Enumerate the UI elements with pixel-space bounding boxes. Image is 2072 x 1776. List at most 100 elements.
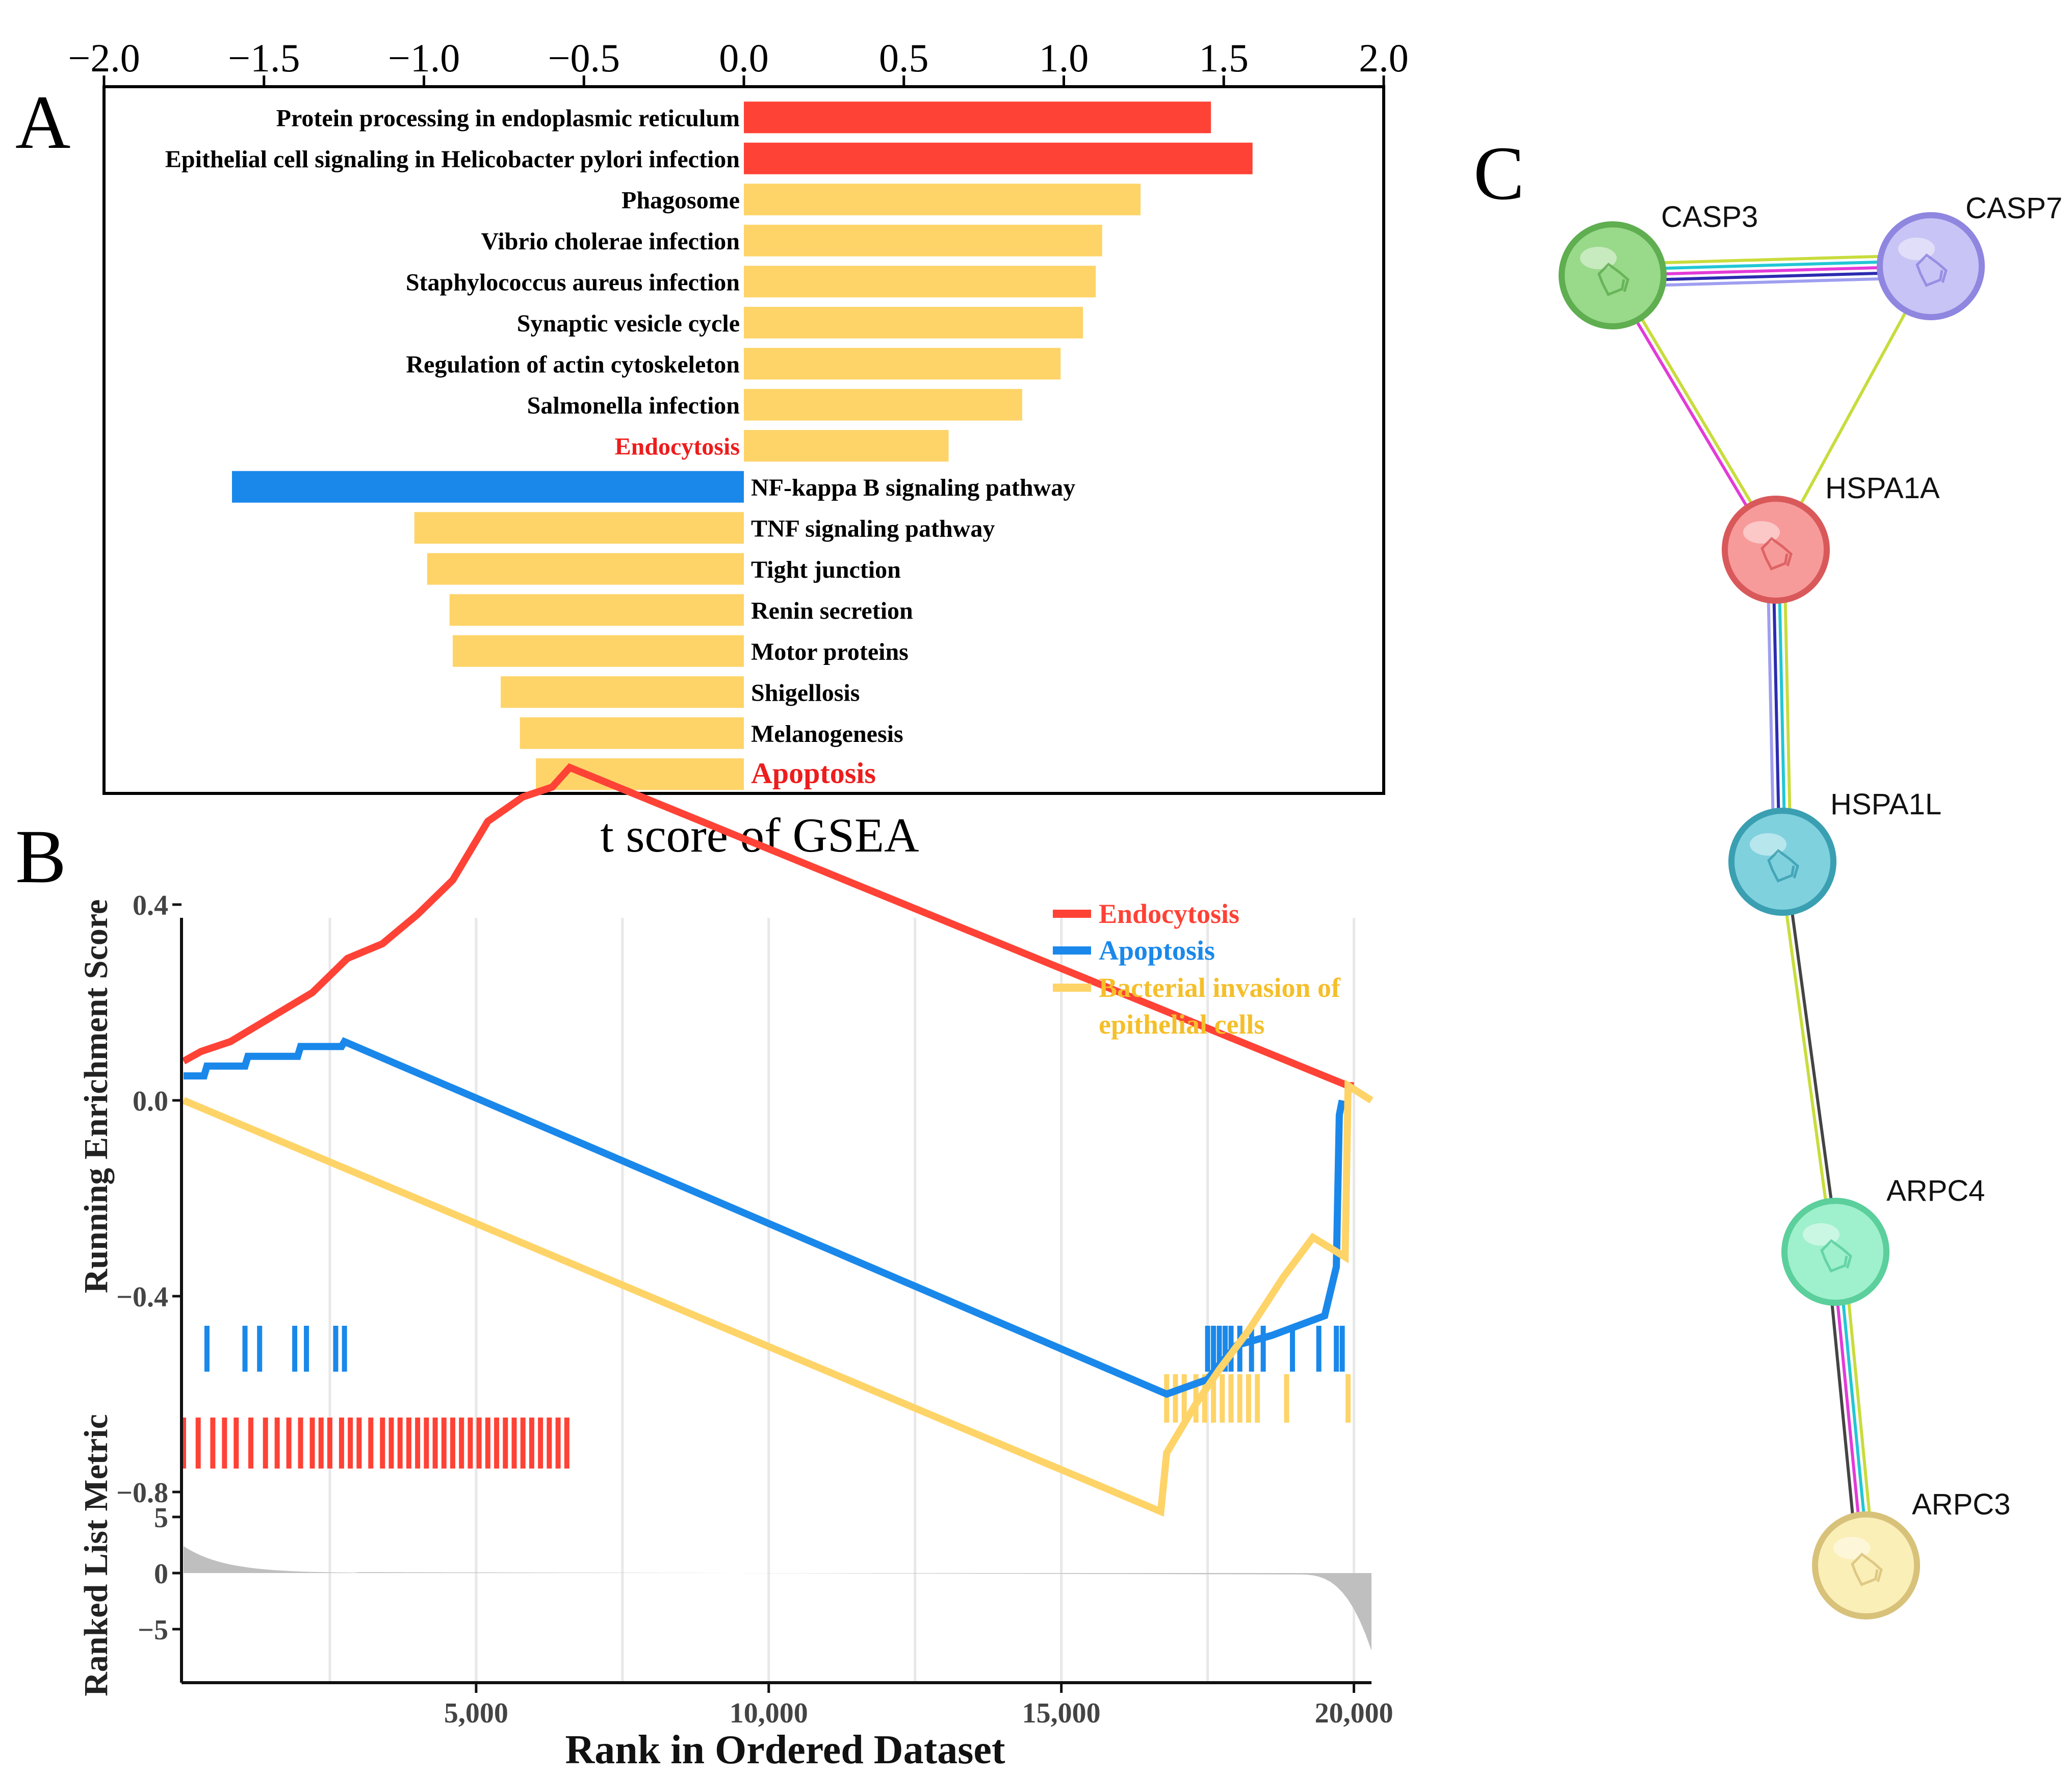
- panel-a-letter: A: [15, 80, 70, 165]
- protein-structure-icon: [1767, 849, 1799, 883]
- y-axis-title-top: Running Enrichment Score: [77, 899, 115, 1294]
- x-tick-label: 0.0: [719, 36, 769, 80]
- x-tick-label: 15,000: [1022, 1697, 1101, 1729]
- x-tick-label: 2.0: [1359, 36, 1409, 80]
- enrichment-line-1: [182, 763, 1354, 1090]
- ranked-metric-area-shape: [184, 1546, 1371, 1651]
- node-circle: [1877, 212, 1985, 320]
- legend-label: Bacterial invasion of epithelial cells: [1099, 972, 1341, 1040]
- panel-b-letter: B: [15, 814, 66, 899]
- category-label: Synaptic vesicle cycle: [517, 310, 740, 337]
- node-circle: [1559, 221, 1667, 329]
- network-nodes: CASP3 CASP7 HSPA1A HSPA1L ARPC4 ARPC3: [1559, 192, 2062, 1619]
- node-label: ARPC3: [1912, 1488, 2010, 1521]
- node-label: CASP3: [1661, 200, 1758, 234]
- x-tick-label: 1.5: [1199, 36, 1249, 80]
- category-label: Melanogenesis: [751, 720, 903, 748]
- bar-group: [232, 101, 1253, 790]
- category-label: Shigellosis: [751, 679, 860, 706]
- bar-8: [744, 389, 1022, 421]
- bar-15: [501, 676, 744, 708]
- enrichment-line-3: [182, 1079, 1374, 1517]
- y-tick-label: 0: [154, 1558, 168, 1590]
- protein-structure-icon: [1915, 253, 1948, 287]
- edge-line: [1783, 861, 1840, 1252]
- bar-13: [449, 594, 744, 626]
- node-label: HSPA1L: [1830, 788, 1941, 821]
- x-axis-ticks: −2.0 −1.5 −1.0 −0.5 0.0 0.5 1.0 1.5 2.0: [68, 36, 1409, 87]
- x-tick-label: −1.0: [388, 36, 460, 80]
- category-label: Renin secretion: [751, 597, 913, 624]
- bar-17: [536, 758, 744, 790]
- protein-structure-icon: [1851, 1553, 1883, 1586]
- bar-10: [232, 471, 744, 503]
- node-arpc4[interactable]: [1781, 1198, 1889, 1306]
- hit-barcodes: [181, 1326, 1351, 1469]
- x-axis-title: t score of GSEA: [600, 808, 919, 862]
- protein-structure-icon: [1760, 537, 1793, 571]
- edge-line: [1613, 275, 1931, 288]
- category-label: Protein processing in endoplasmic reticu…: [276, 105, 740, 132]
- bar-16: [520, 717, 744, 749]
- axes: 0.4 0.0 −0.4 −0.85 0 −5 5,000 10,000 15,000 20,00…: [116, 890, 1393, 1729]
- node-hspa1l[interactable]: [1728, 808, 1836, 916]
- category-label: Regulation of actin cytoskeleton: [406, 351, 740, 378]
- category-label: Motor proteins: [751, 638, 909, 665]
- bar-4: [744, 224, 1102, 256]
- y-tick-label: 0.4: [133, 890, 168, 921]
- node-casp3[interactable]: [1559, 221, 1667, 329]
- bar-7: [744, 348, 1061, 380]
- bar-2: [744, 142, 1253, 174]
- bar-6: [744, 306, 1083, 339]
- category-label: Endocytosis: [615, 433, 740, 460]
- category-label: Tight junction: [751, 556, 901, 583]
- category-label: Epithelial cell signaling in Helicobacte…: [165, 146, 740, 173]
- legend: Endocytosis Apoptosis Bacterial invasion o…: [1053, 898, 1341, 1040]
- node-casp7[interactable]: [1877, 212, 1985, 320]
- x-tick-label: 20,000: [1315, 1697, 1393, 1729]
- category-label: Phagosome: [621, 187, 740, 214]
- x-tick-label: −2.0: [68, 36, 140, 80]
- panel-c-letter: C: [1473, 131, 1524, 216]
- y-tick-label: −5: [138, 1614, 168, 1646]
- x-tick-label: 0.5: [879, 36, 929, 80]
- bar-14: [452, 635, 744, 667]
- x-tick-label: 1.0: [1039, 36, 1089, 80]
- panel-a-bar-chart: −2.0 −1.5 −1.0 −0.5 0.0 0.5 1.0 1.5 2.0 Protein …: [68, 36, 1409, 862]
- bar-1: [744, 101, 1211, 134]
- x-tick-label: 10,000: [730, 1697, 808, 1729]
- node-circle: [1812, 1511, 1920, 1619]
- ranked-metric-area: [184, 1546, 1371, 1651]
- panel-b-gsea-plot: 0.4 0.0 −0.4 −0.85 0 −5 5,000 10,000 15,000 20,00…: [77, 763, 1393, 1772]
- y-tick-label: 0.0: [133, 1086, 168, 1117]
- node-label: CASP7: [1965, 192, 2062, 225]
- category-label: NF-kappa B signaling pathway: [751, 474, 1075, 501]
- x-tick-label: 5,000: [444, 1697, 508, 1729]
- edge-line: [1778, 862, 1834, 1253]
- bar-9: [744, 430, 949, 462]
- category-labels: Protein processing in endoplasmic reticu…: [165, 105, 1075, 789]
- node-hspa1a[interactable]: [1722, 496, 1830, 604]
- legend-label: Apoptosis: [1099, 935, 1215, 966]
- bar-12: [427, 553, 744, 585]
- node-arpc3[interactable]: [1812, 1511, 1920, 1619]
- enrichment-lines: [182, 763, 1374, 1517]
- edge-line: [1612, 253, 1931, 266]
- y-axis-title-bottom: Ranked List Metric: [77, 1414, 115, 1696]
- legend-label: Endocytosis: [1099, 898, 1239, 929]
- enrichment-line-2: [184, 1037, 1346, 1398]
- bar-11: [414, 512, 744, 544]
- x-axis-title: Rank in Ordered Dataset: [565, 1728, 1005, 1772]
- protein-structure-icon: [1820, 1239, 1852, 1273]
- y-tick-label: 5: [154, 1502, 168, 1534]
- node-circle: [1781, 1198, 1889, 1306]
- category-label: Apoptosis: [751, 756, 876, 789]
- node-label: ARPC4: [1886, 1174, 1985, 1207]
- y-tick-label: −0.8: [116, 1477, 168, 1509]
- bar-3: [744, 184, 1141, 216]
- category-label: Staphylococcus aureus infection: [406, 269, 740, 296]
- x-tick-label: −1.5: [228, 36, 300, 80]
- node-circle: [1722, 496, 1830, 604]
- x-tick-label: −0.5: [548, 36, 620, 80]
